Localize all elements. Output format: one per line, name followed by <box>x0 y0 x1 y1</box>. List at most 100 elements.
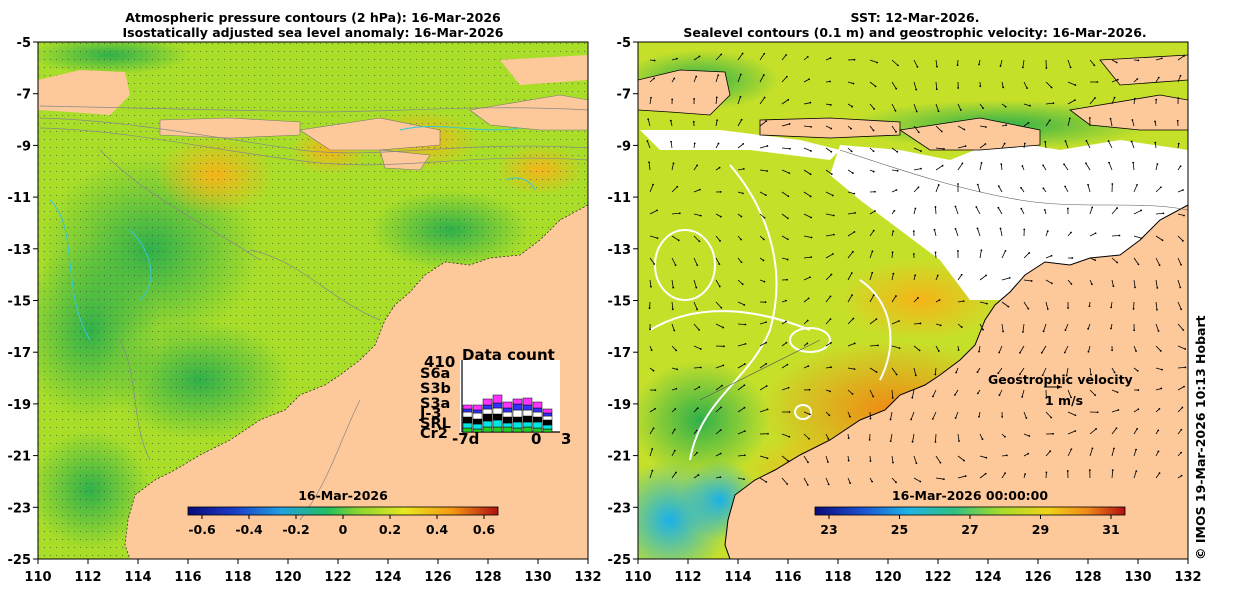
velocity-vector <box>1042 367 1047 376</box>
velocity-vector-head <box>719 476 722 479</box>
velocity-vector-head <box>673 329 676 332</box>
velocity-vector-head <box>654 389 657 392</box>
velocity-vector <box>847 367 855 370</box>
velocity-vector <box>737 53 743 61</box>
velocity-vector-head <box>788 172 791 175</box>
velocity-vector <box>781 54 787 61</box>
velocity-vector-head <box>919 480 922 483</box>
velocity-vector-head <box>827 483 830 486</box>
velocity-vector-head <box>1156 163 1159 165</box>
velocity-vector-head <box>954 393 956 396</box>
velocity-vector-head <box>1108 161 1110 164</box>
velocity-vector-head <box>1074 84 1077 86</box>
velocity-vector-head <box>830 173 833 176</box>
velocity-vector-head <box>832 233 835 236</box>
data-count-x-start: -7d <box>452 430 480 448</box>
velocity-vector-head <box>1109 117 1112 120</box>
velocity-vector-head <box>1096 81 1099 83</box>
velocity-vector-head <box>895 481 897 484</box>
velocity-vector <box>913 345 920 351</box>
velocity-vector-head <box>957 250 959 252</box>
velocity-vector-head <box>830 341 832 344</box>
data-count-bar-segment <box>512 409 523 418</box>
velocity-vector-head <box>1085 162 1087 165</box>
left-x-tick-label: 120 <box>274 570 301 585</box>
velocity-vector-head <box>943 148 945 150</box>
left-title-line1: Atmospheric pressure contours (2 hPa): 1… <box>125 10 501 25</box>
right-x-tick-label: 116 <box>774 570 801 585</box>
velocity-vector <box>847 231 855 237</box>
data-count-bar-segment <box>542 415 553 421</box>
velocity-vector <box>997 207 1003 215</box>
velocity-vector <box>1133 235 1142 239</box>
satellite-j3-label: J-3 <box>420 406 442 422</box>
velocity-vector <box>759 385 767 391</box>
velocity-vector <box>1089 257 1096 261</box>
velocity-vector <box>847 389 853 395</box>
velocity-vector-head <box>852 250 854 253</box>
velocity-vector <box>759 74 765 83</box>
velocity-vector <box>1067 81 1076 86</box>
velocity-vector <box>649 184 654 193</box>
velocity-vector <box>649 78 655 83</box>
velocity-vector <box>693 56 700 61</box>
velocity-vector <box>979 473 986 479</box>
sla-colorbar-tick-label: 0.6 <box>473 522 495 537</box>
velocity-vector-head <box>1004 435 1006 438</box>
right-title-line2: Sealevel contours (0.1 m) and geostrophi… <box>683 25 1147 40</box>
velocity-vector-head <box>1046 308 1049 310</box>
velocity-vector-head <box>934 251 937 254</box>
right-y-tick-label: -13 <box>608 243 632 258</box>
data-count-bar-segment <box>482 420 493 428</box>
velocity-vector-head <box>1065 374 1068 377</box>
velocity-vector-head <box>765 321 767 324</box>
velocity-vector-head <box>741 283 744 286</box>
velocity-vector-head <box>788 123 791 125</box>
velocity-vector-head <box>910 418 913 421</box>
velocity-vector-head <box>1070 231 1072 234</box>
velocity-vector <box>737 119 742 127</box>
velocity-vector <box>759 477 767 483</box>
velocity-vector <box>737 363 746 369</box>
velocity-vector <box>803 477 809 486</box>
velocity-vector <box>1089 389 1096 396</box>
velocity-vector <box>1001 250 1006 259</box>
velocity-vector <box>715 407 722 413</box>
velocity-vector-head <box>654 407 657 410</box>
velocity-vector-head <box>1020 207 1023 210</box>
velocity-vector-head <box>808 413 811 416</box>
velocity-vector-head <box>1064 185 1066 188</box>
velocity-vector-head <box>853 368 856 371</box>
velocity-vector-head <box>954 417 957 419</box>
velocity-vector-head <box>652 183 654 186</box>
velocity-vector <box>891 477 897 483</box>
velocity-vector-head <box>699 214 702 217</box>
data-count-bar-segment <box>512 403 523 411</box>
velocity-vector <box>978 345 981 352</box>
left-y-axis: -5 -7 -9 -11 -13 -15 -17 -19 -21 -23 -25 <box>8 36 38 568</box>
velocity-vector <box>1001 301 1009 307</box>
velocity-vector-head <box>1091 447 1094 450</box>
land-java <box>38 70 130 115</box>
land-australia-sst <box>724 204 1188 559</box>
velocity-vector-head <box>648 161 650 164</box>
velocity-vector-head <box>1002 330 1004 333</box>
velocity-vector-head <box>1182 189 1184 191</box>
velocity-vector <box>671 163 674 171</box>
velocity-vector <box>847 272 853 281</box>
velocity-vector-head <box>1067 307 1069 309</box>
velocity-vector <box>1000 59 1003 67</box>
velocity-vector-head <box>831 194 834 197</box>
velocity-vector <box>891 59 899 66</box>
velocity-vector <box>693 367 701 369</box>
velocity-vector <box>825 234 834 237</box>
velocity-vector-head <box>1137 59 1140 62</box>
velocity-vector-head <box>1133 329 1136 332</box>
velocity-vector <box>935 59 938 67</box>
velocity-vector-head <box>1112 285 1115 287</box>
velocity-vector <box>649 257 655 265</box>
velocity-vector <box>1111 409 1119 413</box>
left-y-tick-label: -25 <box>8 553 32 568</box>
velocity-vector-head <box>999 65 1002 67</box>
velocity-vector <box>890 411 893 420</box>
